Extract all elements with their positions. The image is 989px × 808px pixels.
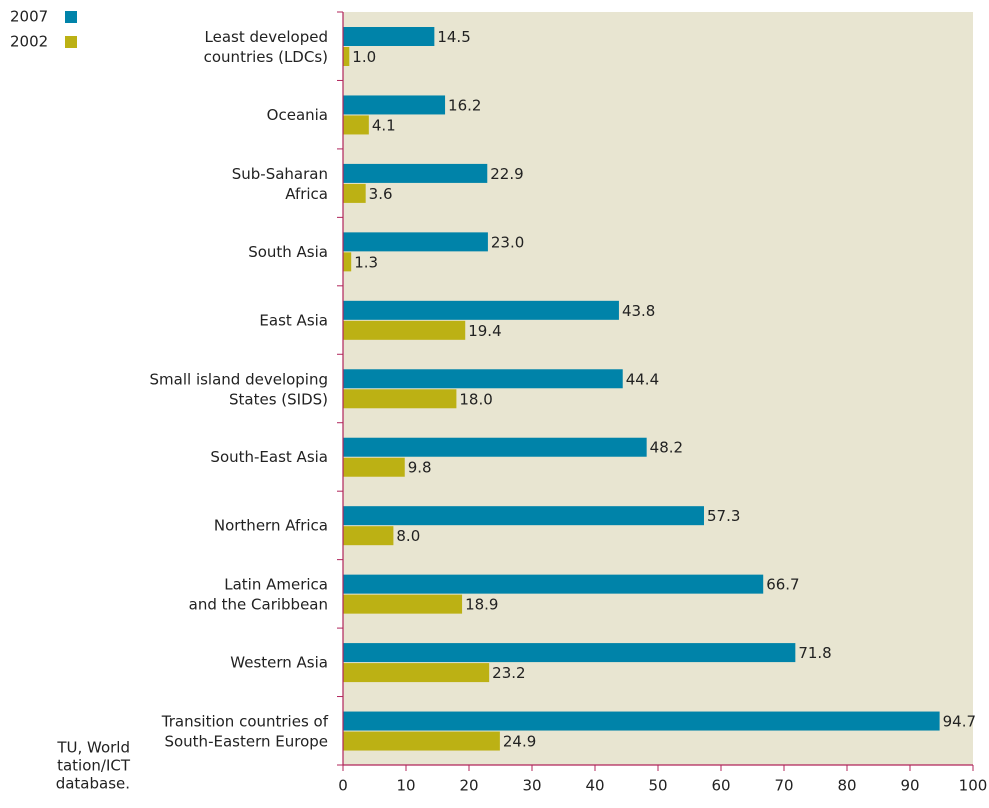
bar — [343, 115, 369, 135]
bar — [343, 389, 457, 409]
value-label: 4.1 — [372, 116, 396, 134]
legend-swatch — [65, 11, 77, 23]
value-label: 43.8 — [622, 302, 655, 320]
x-tick-label: 50 — [648, 777, 667, 795]
category-label: Latin America and the Caribbean — [189, 575, 328, 613]
value-label: 8.0 — [396, 527, 420, 545]
source-text: TU, World — [56, 739, 130, 757]
category-label: Least developed countries (LDCs) — [204, 28, 328, 66]
value-label: 71.8 — [798, 644, 831, 662]
value-label: 23.2 — [492, 664, 525, 682]
value-label: 23.0 — [491, 233, 524, 251]
bar — [343, 594, 463, 614]
bar — [343, 163, 488, 183]
bar — [343, 232, 488, 252]
value-label: 24.9 — [503, 733, 536, 751]
category-label: Small island developing States (SIDS) — [150, 370, 328, 408]
bar — [343, 437, 647, 457]
value-label: 14.5 — [437, 28, 470, 46]
value-label: 48.2 — [650, 439, 683, 457]
x-tick-label: 70 — [774, 777, 793, 795]
source-text: tation/ICT — [57, 757, 131, 775]
x-tick-label: 20 — [459, 777, 478, 795]
x-tick-label: 40 — [585, 777, 604, 795]
category-label: South Asia — [248, 243, 328, 261]
bar — [343, 300, 619, 320]
x-tick-label: 60 — [711, 777, 730, 795]
value-label: 16.2 — [448, 96, 481, 114]
bar — [343, 27, 435, 46]
bar — [343, 663, 490, 683]
category-label: South-East Asia — [210, 448, 328, 466]
legend-swatch — [65, 36, 77, 48]
value-label: 19.4 — [468, 322, 501, 340]
bar — [343, 506, 704, 526]
bar — [343, 183, 366, 203]
legend-label: 2002 — [10, 33, 48, 51]
category-label: Western Asia — [230, 654, 328, 672]
value-label: 1.3 — [354, 253, 378, 271]
bar — [343, 643, 796, 663]
value-label: 57.3 — [707, 507, 740, 525]
category-label: Northern Africa — [214, 517, 328, 535]
bar — [343, 252, 352, 272]
category-label: Oceania — [267, 106, 328, 124]
value-label: 44.4 — [626, 370, 659, 388]
bar — [343, 711, 940, 731]
bar — [343, 95, 446, 115]
value-label: 1.0 — [352, 48, 376, 66]
value-label: 22.9 — [490, 165, 523, 183]
value-label: 66.7 — [766, 576, 799, 594]
plot-background — [343, 12, 973, 765]
value-label: 18.0 — [459, 390, 492, 408]
bar — [343, 320, 466, 340]
bar — [343, 731, 500, 751]
bar — [343, 574, 764, 594]
value-label: 18.9 — [465, 596, 498, 614]
bar — [343, 457, 405, 477]
category-label: Sub-Saharan Africa — [232, 164, 328, 202]
source-text: database. — [56, 775, 130, 793]
bar — [343, 47, 350, 66]
x-tick-label: 0 — [338, 777, 348, 795]
legend-label: 2007 — [10, 8, 48, 26]
value-label: 94.7 — [943, 713, 976, 731]
category-label: Transition countries of South-Eastern Eur… — [161, 712, 329, 750]
bar — [343, 526, 394, 546]
value-label: 3.6 — [369, 185, 393, 203]
x-tick-label: 80 — [837, 777, 856, 795]
value-label: 9.8 — [408, 459, 432, 477]
x-tick-label: 100 — [959, 777, 988, 795]
x-tick-label: 30 — [522, 777, 541, 795]
x-tick-label: 90 — [900, 777, 919, 795]
bar — [343, 369, 623, 389]
x-tick-label: 10 — [396, 777, 415, 795]
category-label: East Asia — [259, 311, 328, 329]
